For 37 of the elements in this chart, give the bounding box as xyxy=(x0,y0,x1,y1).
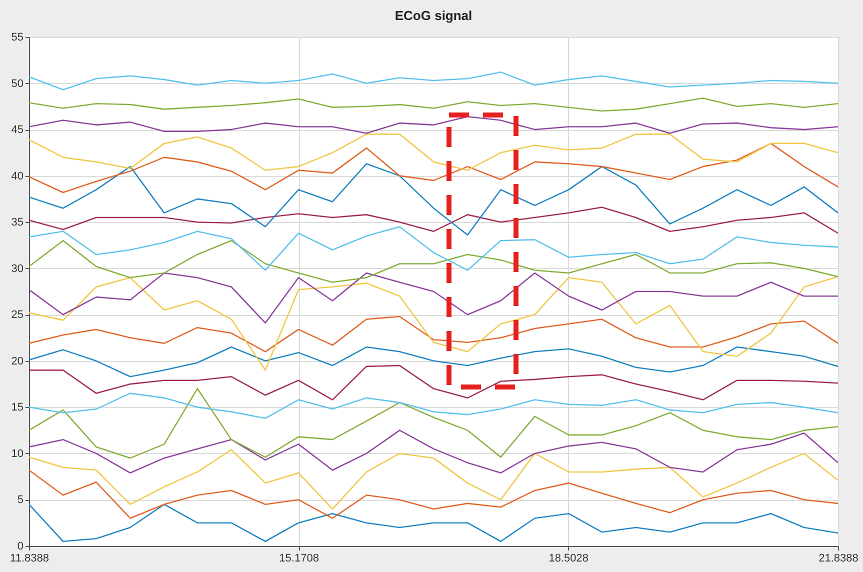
line-series xyxy=(29,240,838,283)
y-tick-label: 50 xyxy=(11,78,24,90)
y-tick-label: 20 xyxy=(11,355,24,368)
y-tick-label: 35 xyxy=(11,216,24,229)
y-tick-label: 0 xyxy=(17,540,24,552)
line-series xyxy=(29,449,838,510)
line-series xyxy=(29,430,838,474)
line-series xyxy=(29,316,838,352)
y-tick-label: 55 xyxy=(11,32,24,44)
line-series xyxy=(29,72,838,90)
line-series xyxy=(29,226,838,271)
line-series xyxy=(29,364,838,400)
x-tick-label: 21.8388 xyxy=(818,552,858,564)
line-series xyxy=(29,134,838,171)
line-series xyxy=(29,163,838,236)
x-tick-label: 11.8388 xyxy=(10,552,49,564)
y-tick-label: 15 xyxy=(11,402,24,414)
line-series xyxy=(29,346,838,378)
chart-title: ECoG signal xyxy=(394,8,472,23)
line-series xyxy=(29,276,838,371)
line-series xyxy=(29,272,838,324)
line-series xyxy=(29,388,838,459)
x-tick-label: 18.5028 xyxy=(548,552,588,564)
y-tick-label: 10 xyxy=(11,448,24,460)
y-tick-label: 40 xyxy=(11,170,24,182)
line-series xyxy=(29,504,838,542)
line-series xyxy=(29,469,838,519)
line-series xyxy=(29,116,838,134)
y-tick-label: 25 xyxy=(11,309,24,322)
line-series xyxy=(29,142,838,194)
x-tick-label: 15.1708 xyxy=(279,552,319,564)
line-series xyxy=(29,206,838,234)
line-series xyxy=(29,392,838,419)
y-tick-label: 30 xyxy=(11,262,24,275)
y-tick-label: 5 xyxy=(17,494,24,506)
line-series xyxy=(29,97,838,112)
y-tick-label: 45 xyxy=(11,124,24,136)
